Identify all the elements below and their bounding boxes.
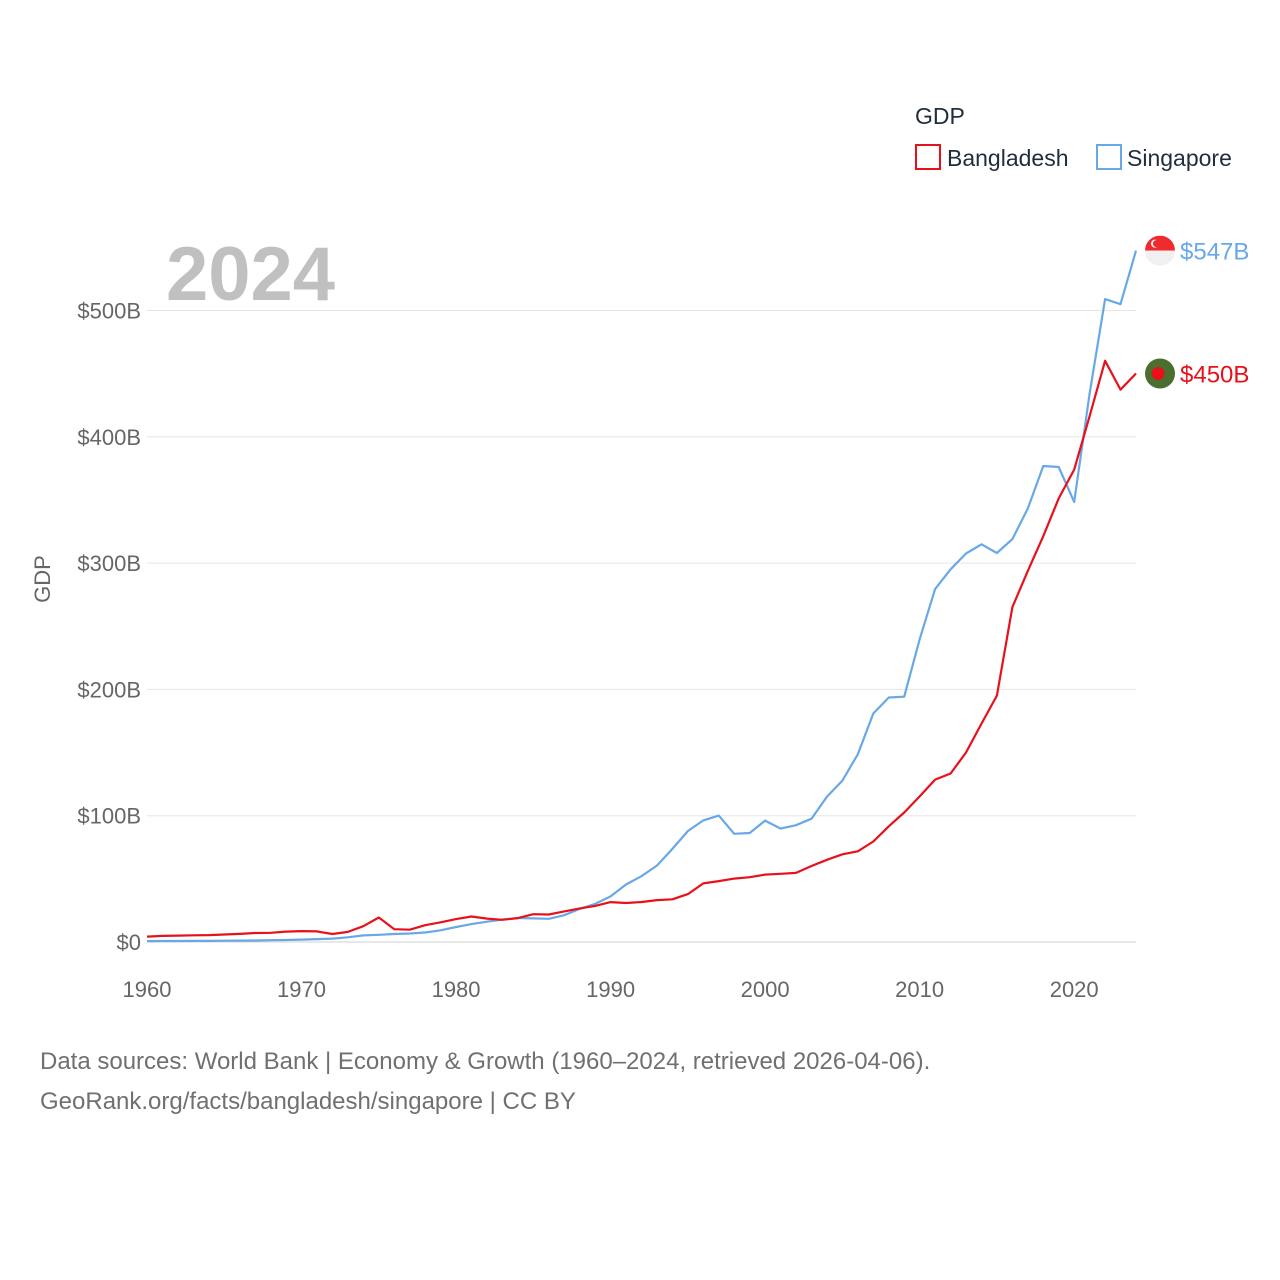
legend: GDP Bangladesh Singapore [915,103,1232,171]
singapore-flag-icon [1145,235,1175,266]
series-line-bangladesh [146,359,1137,938]
y-tick-label: $0 [117,930,141,955]
bangladesh-flag-icon [1145,358,1175,389]
y-tick-label: $100B [77,804,141,829]
x-tick-label: 1980 [432,977,481,1002]
x-tick-label: 1960 [123,977,172,1002]
x-tick-label: 2010 [895,977,944,1002]
grid-lines [147,310,1136,943]
data-source-note: Data sources: World Bank | Economy & Gro… [40,1042,1240,1122]
gdp-line-chart: $0 $100B $200B $300B $400B $500B 1960 1970 1980… [30,103,1249,1002]
legend-swatch-singapore [1096,144,1122,170]
x-tick-label: 2000 [741,977,790,1002]
source-line-1: Data sources: World Bank | Economy & Gro… [40,1048,931,1075]
legend-label-bangladesh: Bangladesh [947,145,1069,171]
end-value-label: $450B [1180,362,1249,389]
end-value-label: $547B [1180,239,1249,266]
source-line-2: GeoRank.org/facts/bangladesh/singapore |… [40,1088,576,1115]
y-tick-label: $200B [77,677,141,702]
legend-label-singapore: Singapore [1127,145,1232,171]
legend-title: GDP [915,103,965,129]
y-tick-label: $300B [77,551,141,576]
series-line-singapore [146,250,1138,943]
x-axis-ticks: 1960 1970 1980 1990 2000 2010 2020 [123,977,1099,1002]
year-label: 2024 [166,232,335,317]
x-tick-label: 1970 [277,977,326,1002]
x-tick-label: 2020 [1050,977,1099,1002]
x-tick-label: 1990 [586,977,635,1002]
y-axis-title: GDP [30,555,55,603]
y-tick-label: $500B [77,299,141,324]
legend-swatch-bangladesh [915,144,941,170]
y-axis-ticks: $0 $100B $200B $300B $400B $500B [77,299,141,956]
end-markers: $450B $547B [1145,235,1249,389]
y-tick-label: $400B [77,425,141,450]
series-lines [146,250,1138,943]
